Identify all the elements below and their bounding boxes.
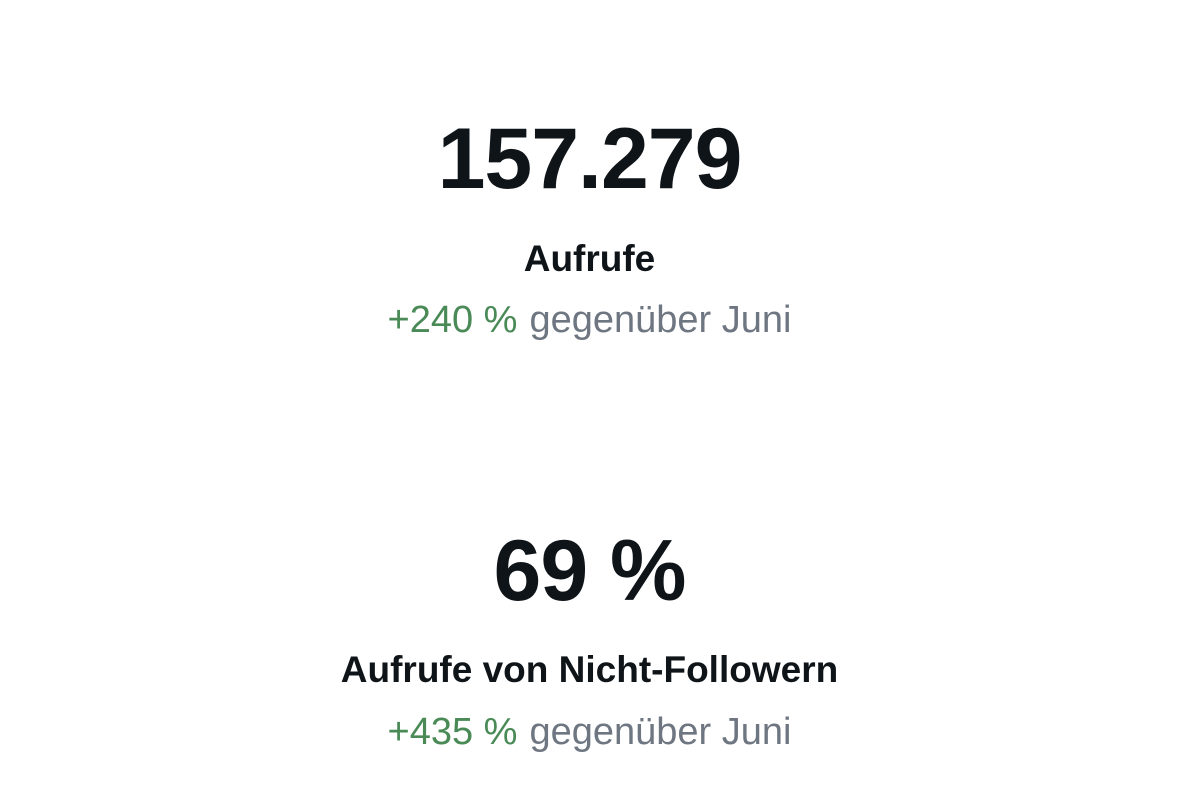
stat-comparison: gegenüber Juni (529, 711, 792, 753)
stat-change-line: +435 % gegenüber Juni (0, 713, 1179, 751)
stat-change: +435 % (387, 711, 518, 753)
stat-change: +240 % (387, 299, 518, 341)
stat-value: 157.279 (437, 111, 743, 207)
stat-label: Aufrufe (523, 238, 656, 279)
stat-value: 69 % (493, 523, 686, 619)
stat-change-line: +240 % gegenüber Juni (0, 301, 1179, 339)
stat-label: Aufrufe von Nicht-Followern (340, 649, 839, 690)
stat-comparison: gegenüber Juni (529, 299, 792, 341)
